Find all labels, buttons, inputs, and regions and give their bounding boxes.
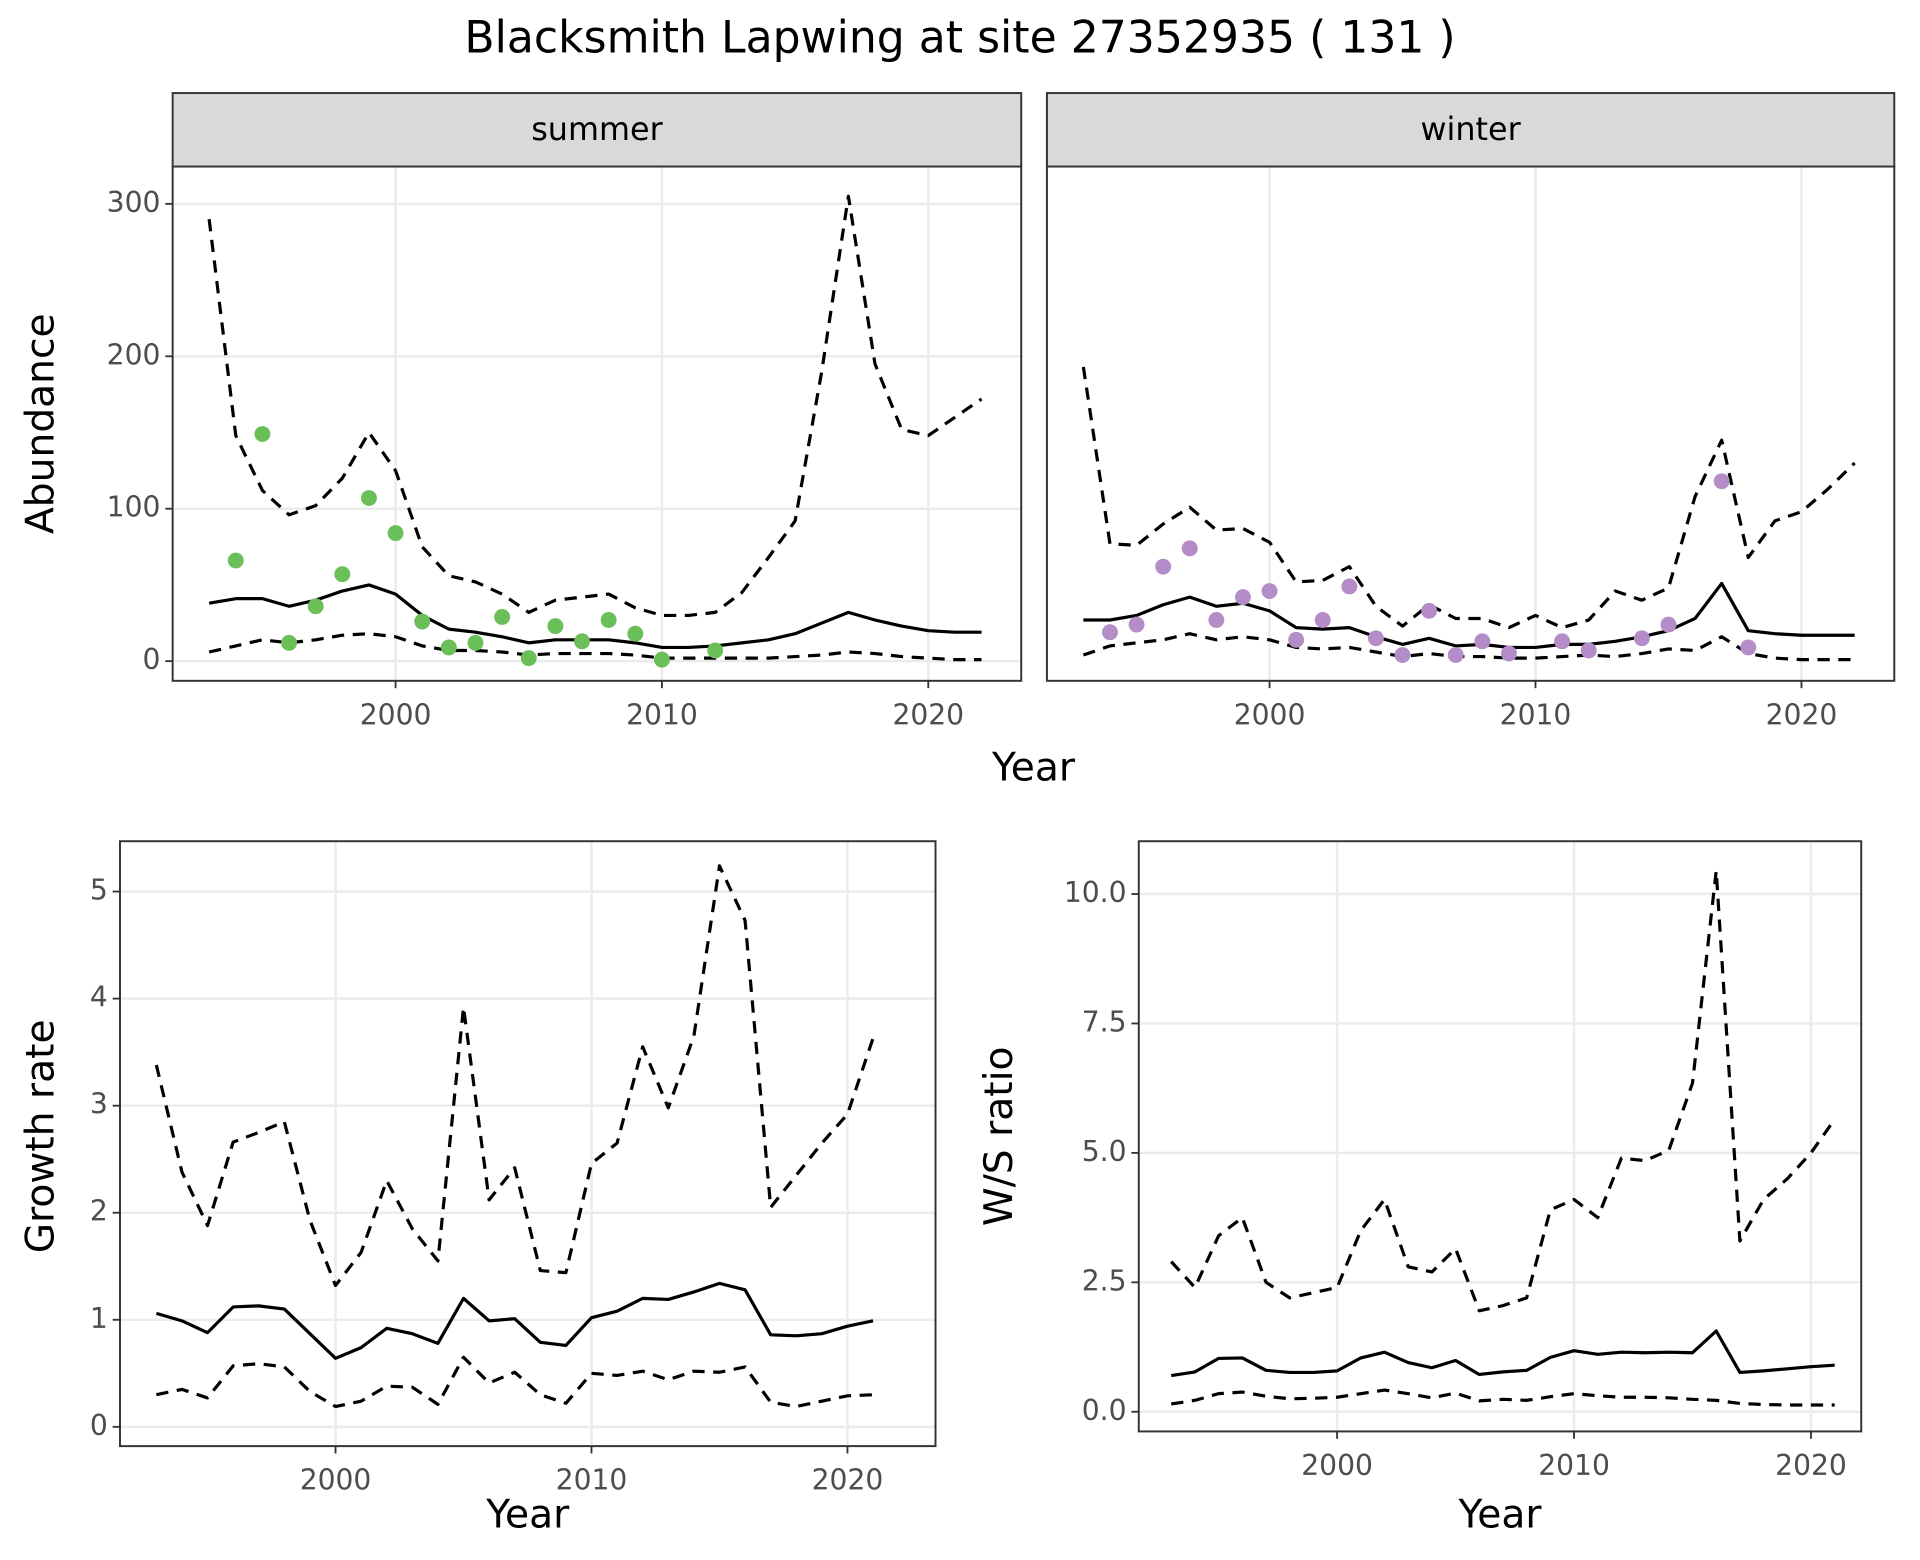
data-point (707, 642, 724, 659)
data-point (547, 618, 564, 635)
data-point (1394, 647, 1411, 664)
data-point (281, 634, 298, 651)
y-tick-label: 0.0 (1082, 1394, 1127, 1427)
interval-line (208, 632, 982, 662)
y-tick-label: 1 (90, 1302, 108, 1335)
x-tick-label: 2020 (1775, 1449, 1847, 1482)
data-point (653, 651, 670, 668)
x-tick-label: 2010 (556, 1464, 628, 1497)
data-point (1660, 616, 1677, 633)
y-tick-label: 5.0 (1082, 1135, 1127, 1168)
x-axis-title: Year (991, 746, 1076, 791)
x-tick-label: 2010 (1500, 698, 1572, 731)
interval-line (1082, 632, 1855, 662)
facet-label: winter (1421, 110, 1522, 148)
y-tick-label: 3 (90, 1088, 108, 1121)
y-tick-label: 0 (90, 1409, 108, 1442)
x-tick-label: 2010 (1538, 1449, 1610, 1482)
y-tick-label: 2 (90, 1195, 108, 1228)
facet-strip (171, 92, 1023, 168)
data-point (467, 634, 484, 651)
interval-line (1081, 366, 1856, 630)
y-axis-title: W/S ratio (977, 1047, 1022, 1227)
data-point (1740, 639, 1757, 656)
data-point (574, 633, 590, 650)
x-tick-label: 2020 (892, 698, 964, 731)
data-point (494, 608, 511, 625)
data-point (1367, 630, 1384, 647)
interval-line (154, 864, 875, 1288)
y-tick-label: 0 (142, 643, 160, 676)
data-point (1554, 633, 1571, 650)
data-point (1500, 645, 1517, 662)
data-point (1314, 612, 1331, 628)
data-point (1208, 612, 1225, 628)
y-axis-title: Abundance (18, 313, 63, 534)
panel-background (120, 841, 936, 1447)
y-tick-label: 2.5 (1082, 1264, 1127, 1297)
x-tick-label: 2000 (1301, 1449, 1373, 1482)
y-tick-label: 100 (107, 491, 161, 524)
x-axis-title: Year (485, 1493, 570, 1538)
data-point (1713, 473, 1730, 490)
x-tick-label: 2010 (626, 698, 698, 731)
data-point (1261, 583, 1278, 599)
data-point (1102, 624, 1118, 641)
data-point (1288, 631, 1305, 648)
x-tick-label: 2000 (1234, 698, 1306, 731)
mean-line (1170, 1329, 1835, 1378)
data-point (1181, 540, 1198, 557)
data-point (1234, 589, 1251, 606)
y-tick-label: 10.0 (1064, 876, 1127, 909)
data-point (1633, 630, 1650, 647)
data-point (627, 625, 644, 642)
data-point (440, 639, 457, 656)
x-axis-title: Year (1458, 1493, 1543, 1538)
mean-line (1083, 581, 1855, 650)
interval-line (1170, 1388, 1835, 1407)
panel-background (1046, 166, 1895, 681)
data-point (1128, 616, 1145, 633)
data-point (414, 613, 431, 630)
facet-strip (1045, 92, 1896, 168)
y-axis-title: Growth rate (18, 1019, 63, 1253)
y-tick-label: 4 (90, 981, 108, 1014)
interval-line (1170, 869, 1836, 1313)
interval-line (156, 1355, 874, 1409)
x-tick-label: 2020 (1766, 698, 1838, 731)
data-point (307, 598, 324, 615)
y-tick-label: 200 (107, 338, 161, 371)
mean-line (208, 583, 982, 650)
panel-border (1137, 840, 1863, 1433)
x-tick-label: 2020 (812, 1464, 884, 1497)
x-tick-label: 2000 (300, 1464, 372, 1497)
data-point (254, 426, 271, 442)
panel-background (1138, 841, 1862, 1432)
data-point (387, 525, 404, 542)
mean-line (155, 1281, 874, 1360)
data-point (1341, 578, 1358, 595)
data-point (227, 552, 244, 569)
data-point (1580, 642, 1597, 659)
interval-line (207, 194, 983, 618)
data-point (1474, 633, 1491, 650)
y-tick-label: 7.5 (1082, 1005, 1127, 1038)
data-point (600, 612, 617, 628)
data-point (1155, 558, 1172, 575)
x-tick-label: 2000 (360, 698, 432, 731)
y-tick-label: 5 (90, 874, 108, 907)
y-tick-label: 300 (107, 186, 161, 219)
panel-border (119, 840, 937, 1448)
data-point (334, 566, 351, 583)
data-point (1421, 602, 1438, 619)
data-point (360, 490, 377, 507)
facet-label: summer (531, 110, 663, 148)
data-point (520, 650, 537, 667)
figure-title: Blacksmith Lapwing at site 27352935 ( 13… (464, 12, 1455, 63)
data-point (1447, 647, 1464, 664)
